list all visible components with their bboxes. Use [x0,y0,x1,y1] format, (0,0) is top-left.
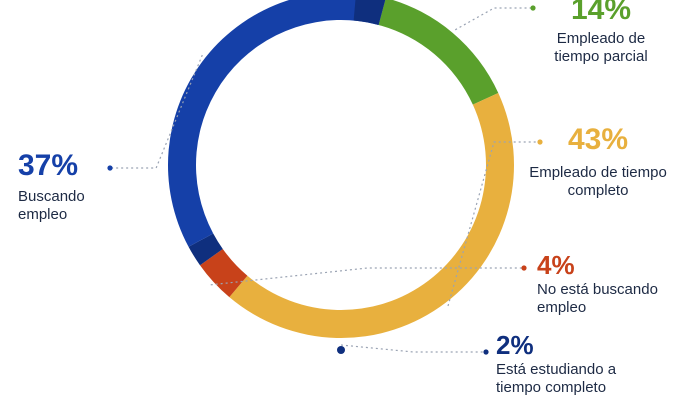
donut-segment [188,233,223,266]
donut-segment [168,0,386,247]
donut-accent-segment [353,0,386,25]
category-label: No está buscando empleo [537,281,658,317]
donut-segment [199,248,248,298]
leader-dot [521,265,527,271]
label-studying: 2% Está estudiando a tiempo completo [496,330,646,397]
label-looking: 37% Buscando empleo [18,148,108,224]
leader-line [454,7,533,31]
value-label: 43% [567,123,629,156]
category-label: Empleado de tiempo completo [529,164,667,199]
leader-dot [537,139,543,145]
leader-dot [530,5,536,11]
leader-dot [107,165,113,171]
value-label: 14% [570,0,632,26]
leader-line [447,141,540,307]
donut-segment [378,0,499,105]
label-full-time: 43% Empleado de tiempo completo [528,122,668,200]
value-label: 4% [537,250,575,280]
value-label: 37% [18,149,79,182]
leader-line [210,267,524,286]
segment-marker [337,346,345,354]
leader-line [110,54,203,169]
category-label: Empleado de tiempo parcial [554,30,648,65]
leader-line [340,344,486,353]
donut-segment [229,92,514,338]
leader-dot [483,349,489,355]
label-not-looking: 4% No está buscando empleo [537,250,667,317]
value-label: 2% [496,330,534,360]
category-label: Está estudiando a tiempo completo [496,361,617,397]
label-part-time: 14% Empleado de tiempo parcial [536,0,666,66]
category-label: Buscando empleo [18,188,85,223]
